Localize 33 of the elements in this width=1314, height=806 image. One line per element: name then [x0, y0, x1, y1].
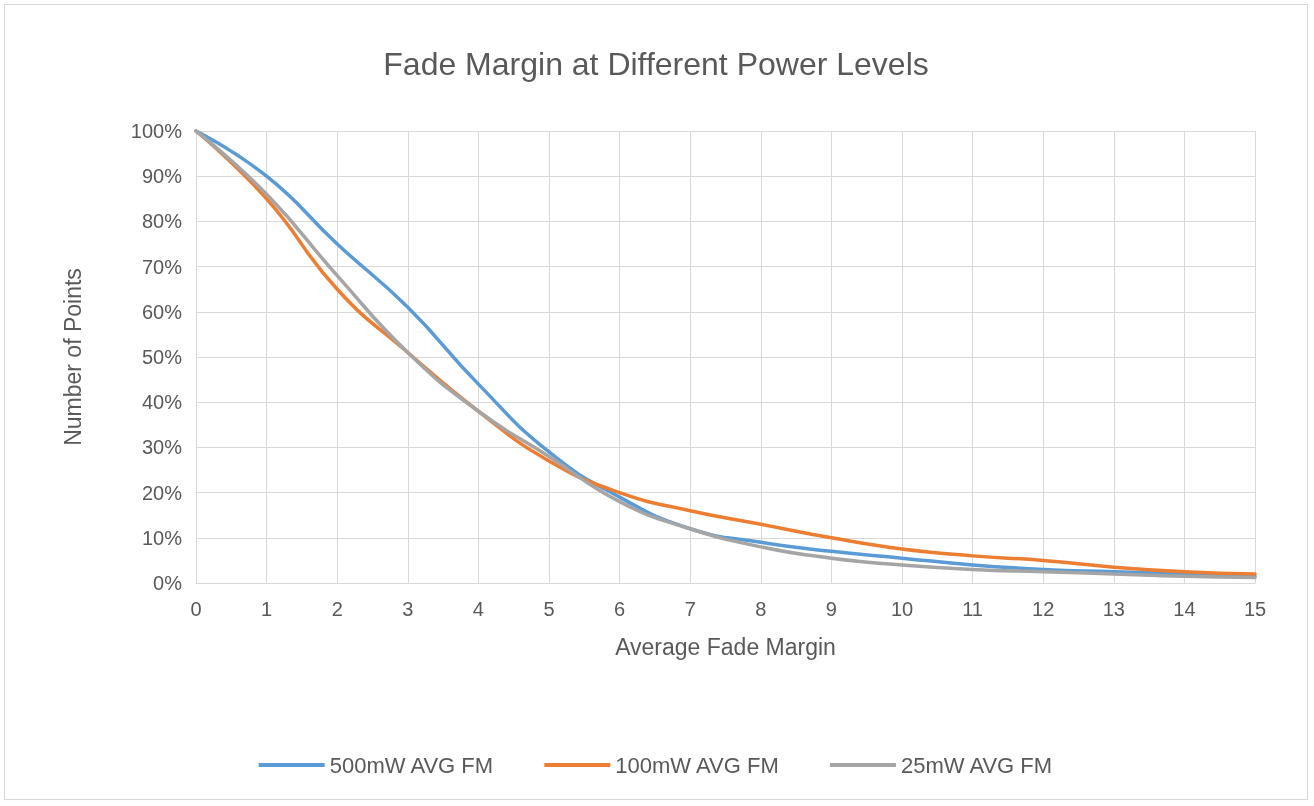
y-tick-label: 70%: [141, 255, 183, 278]
x-tick-label: 5: [543, 598, 555, 620]
x-tick-label: 7: [684, 598, 696, 620]
x-tick-label: 2: [331, 598, 343, 620]
legend-label: 500mW AVG FM: [329, 752, 494, 778]
x-tick-label: 3: [402, 598, 414, 620]
x-tick-label: 11: [962, 598, 983, 620]
y-tick-label: 10%: [141, 526, 183, 549]
y-tick-label: 100%: [130, 120, 183, 142]
y-tick-label: 20%: [141, 481, 183, 504]
x-tick-label: 12: [1032, 598, 1055, 620]
y-tick-label: 30%: [141, 436, 183, 459]
chart-title: Fade Margin at Different Power Levels: [383, 46, 929, 82]
y-tick-label: 40%: [141, 391, 183, 414]
x-tick-label: 15: [1243, 598, 1267, 620]
x-tick-label: 9: [825, 598, 837, 620]
y-axis-title: Number of Points: [59, 268, 86, 446]
x-tick-label: 14: [1173, 598, 1196, 620]
x-tick-label: 0: [190, 598, 202, 620]
y-tick-label: 80%: [141, 210, 183, 233]
y-tick-label: 0%: [153, 572, 183, 594]
y-tick-label: 60%: [141, 300, 183, 323]
x-axis-title: Average Fade Margin: [615, 633, 836, 660]
x-tick-label: 10: [890, 598, 914, 620]
x-tick-label: 6: [614, 598, 626, 620]
y-tick-label: 90%: [141, 165, 183, 188]
legend-label: 100mW AVG FM: [615, 752, 779, 778]
x-tick-label: 4: [472, 598, 484, 620]
x-tick-label: 8: [755, 598, 767, 620]
x-tick-label: 13: [1102, 598, 1125, 620]
legend-label: 25mW AVG FM: [900, 752, 1053, 778]
y-tick-label: 50%: [141, 346, 183, 368]
x-tick-label: 1: [261, 598, 273, 620]
